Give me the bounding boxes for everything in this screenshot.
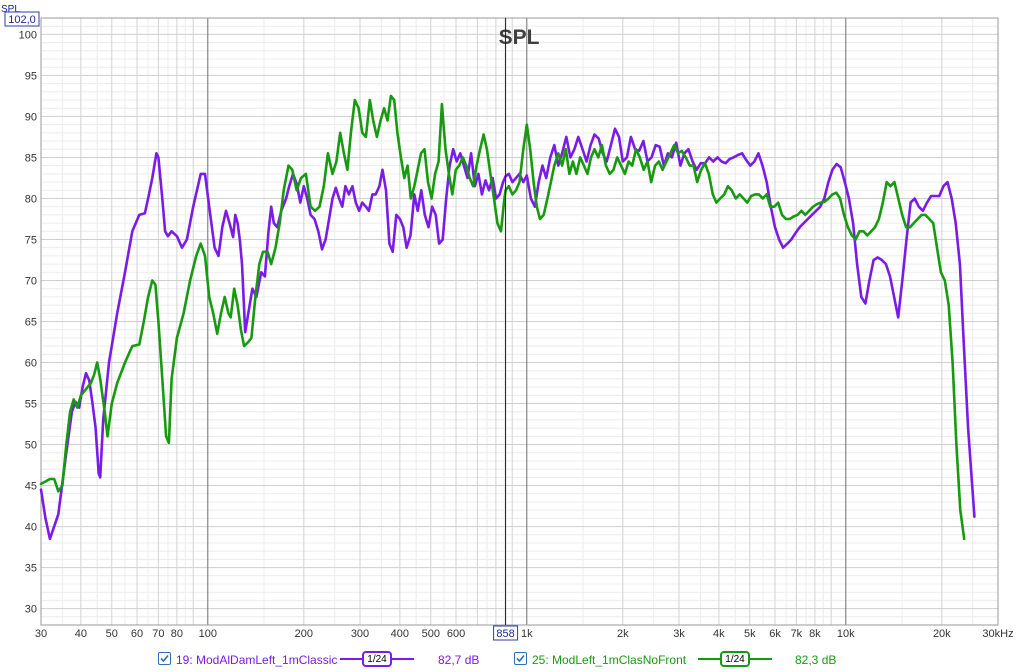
major-grid: [41, 18, 998, 625]
x-tick-label: 50: [106, 628, 118, 640]
chart-title: SPL: [499, 26, 540, 49]
x-tick-label: 5k: [744, 628, 756, 640]
y-tick-label: 55: [25, 399, 37, 411]
x-tick-label: 1k: [521, 628, 533, 640]
series2-value: 82,3 dB: [795, 653, 837, 667]
x-tick-label: 4k: [713, 628, 725, 640]
series1-smoothing-box: 1/24: [362, 651, 392, 667]
frequency-cursor[interactable]: 858: [493, 18, 519, 641]
x-axis-ticks: 30405060708010020030040050060081k2k3k4k5…: [35, 628, 1014, 640]
x-tick-label: 30: [35, 628, 47, 640]
x-tick-label: 20k: [933, 628, 951, 640]
series1-label[interactable]: 19: ModAlDamLeft_1mClassic: [176, 653, 338, 667]
smoothing-numerator: 1: [367, 654, 373, 665]
x-tick-label: 2k: [617, 628, 629, 640]
y-axis-ticks: 30 35 40 45 50 55 60 65 70 75 80 85 90 95 100: [19, 29, 37, 615]
y-tick-label: 35: [25, 563, 37, 575]
series1-value: 82,7 dB: [438, 653, 480, 667]
series-layer: [39, 94, 976, 541]
y-readout-value: 102,0: [8, 14, 36, 26]
y-tick-label: 70: [25, 275, 37, 287]
x-tick-label: 8k: [809, 628, 821, 640]
checkmark-icon: [160, 654, 169, 663]
y-tick-label: 95: [25, 70, 37, 82]
y-tick-label: 90: [25, 111, 37, 123]
series-line-1[interactable]: [39, 127, 976, 541]
cursor-readout-box: [493, 625, 519, 641]
x-tick-label: 300: [351, 628, 369, 640]
series2-label[interactable]: 25: ModLeft_1mClasNoFront: [532, 653, 687, 667]
y-tick-label: 60: [25, 358, 37, 370]
series1-checkbox[interactable]: [158, 652, 171, 665]
y-tick-label: 50: [25, 440, 37, 452]
cursor-readout: 858: [496, 628, 514, 640]
x-tick-label: 500: [422, 628, 440, 640]
smoothing-numerator: 1: [725, 654, 731, 665]
y-tick-label: 30: [25, 604, 37, 616]
checkmark-icon: [516, 654, 525, 663]
y-tick-label: 80: [25, 193, 37, 205]
series-line-2[interactable]: [39, 94, 966, 541]
x-tick-label: 70: [152, 628, 164, 640]
y-axis-label: SPL: [1, 4, 20, 15]
svg-text:SPL: SPL: [1, 4, 20, 15]
series2-line-swatch-right: [750, 658, 772, 660]
x-tick-label: 6k: [769, 628, 781, 640]
x-tick-label: 30kHz: [982, 628, 1013, 640]
y-tick-label: 65: [25, 317, 37, 329]
x-tick-label: 3k: [673, 628, 685, 640]
series1-smoothing[interactable]: 1/24: [340, 651, 414, 669]
x-tick-label: 400: [391, 628, 409, 640]
x-tick-label: 7k: [791, 628, 803, 640]
plot-frame: [40, 17, 999, 626]
series1-line-swatch: [340, 658, 362, 660]
smoothing-denominator: 24: [733, 654, 745, 665]
x-tick-label: 200: [295, 628, 313, 640]
x-tick-label: 600: [447, 628, 465, 640]
series1-line-swatch-right: [392, 658, 414, 660]
y-tick-label: 45: [25, 481, 37, 493]
y-tick-label: 75: [25, 234, 37, 246]
smoothing-denominator: 24: [375, 654, 387, 665]
y-tick-label: 100: [19, 29, 37, 41]
x-tick-label: 80: [171, 628, 183, 640]
y-tick-label: 40: [25, 522, 37, 534]
x-tick-label: 10k: [837, 628, 855, 640]
y-readout[interactable]: 102,0: [4, 11, 40, 27]
series2-smoothing-box: 1/24: [720, 651, 750, 667]
x-tick-label: 40: [75, 628, 87, 640]
legend-bar: 19: ModAlDamLeft_1mClassic 1/24 82,7 dB …: [0, 648, 1018, 672]
series2-line-swatch: [698, 658, 720, 660]
x-tick-label: 60: [131, 628, 143, 640]
series2-smoothing[interactable]: 1/24: [698, 651, 772, 669]
x-tick-label: 100: [199, 628, 217, 640]
y-tick-label: 85: [25, 152, 37, 164]
series2-checkbox[interactable]: [514, 652, 527, 665]
